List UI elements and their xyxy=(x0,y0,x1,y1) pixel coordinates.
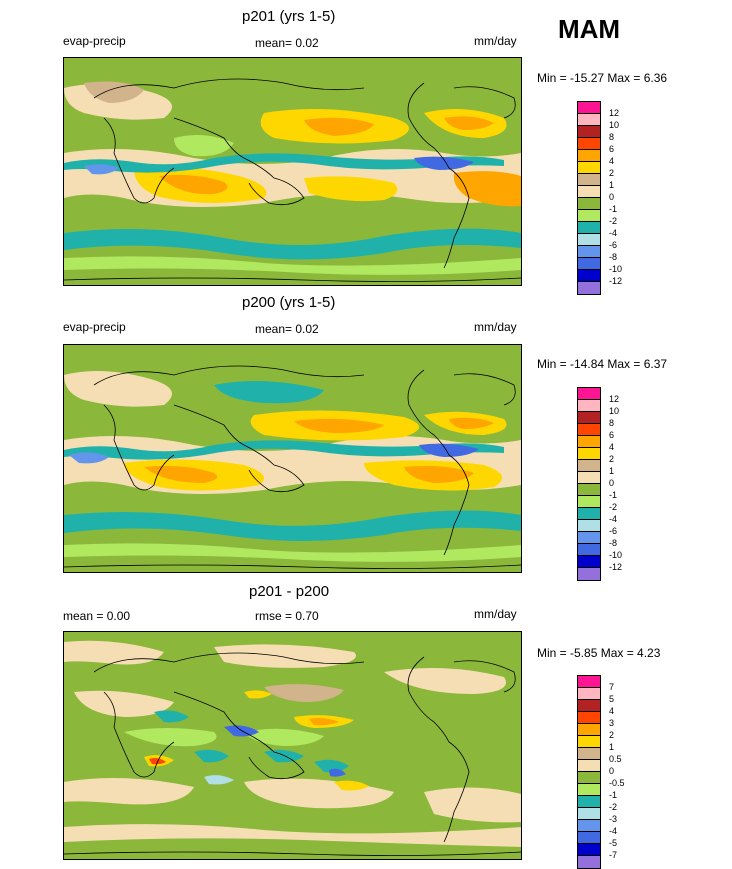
panel2-tick: -10 xyxy=(609,550,623,560)
panel2-tick: 10 xyxy=(609,406,620,416)
panel3-tick: 3 xyxy=(609,718,615,728)
panel1-tick: 1 xyxy=(609,180,615,190)
panel1-map xyxy=(63,57,522,286)
panel1-tick: 12 xyxy=(609,108,620,118)
panel1-tick: 0 xyxy=(609,192,615,202)
panel3-tick: 2 xyxy=(609,730,615,740)
panel3-tick: -5 xyxy=(609,838,618,848)
panel3-tick: 4 xyxy=(609,706,615,716)
panel1-tick: 2 xyxy=(609,168,615,178)
panel2-tick: -1 xyxy=(609,490,618,500)
panel1-tick: -6 xyxy=(609,240,618,250)
panel3-tick: -4 xyxy=(609,826,618,836)
panel3-tick: -3 xyxy=(609,814,618,824)
panel3-tick: 0 xyxy=(609,766,615,776)
panel3-tick: -0.5 xyxy=(609,778,625,788)
panel2-tick: 12 xyxy=(609,394,620,404)
panel2-variable-label: evap-precip xyxy=(63,320,126,334)
panel2-tick: 2 xyxy=(609,454,615,464)
panel1-tick: 10 xyxy=(609,120,620,130)
panel1-tick: -1 xyxy=(609,204,618,214)
panel1-tick: 4 xyxy=(609,156,615,166)
panel1-tick: 6 xyxy=(609,144,615,154)
panel3-tick: -7 xyxy=(609,850,618,860)
panel2-minmax: Min = -14.84 Max = 6.37 xyxy=(537,357,668,371)
panel2-tick: -12 xyxy=(609,562,623,572)
panel1-variable-label: evap-precip xyxy=(63,34,126,48)
panel3-map xyxy=(63,631,522,860)
panel3-tick: 7 xyxy=(609,682,615,692)
panel3-tick: 1 xyxy=(609,742,615,752)
panel1-title: p201 (yrs 1-5) xyxy=(242,8,336,25)
panel2-title: p200 (yrs 1-5) xyxy=(242,294,336,311)
panel2-tick: -6 xyxy=(609,526,618,536)
panel2-tick: 6 xyxy=(609,430,615,440)
panel2-tick: 8 xyxy=(609,418,615,428)
panel2-tick: 0 xyxy=(609,478,615,488)
panel2-tick: 4 xyxy=(609,442,615,452)
panel3-tick: 5 xyxy=(609,694,615,704)
panel1-minmax: Min = -15.27 Max = 6.36 xyxy=(537,71,668,85)
panel1-units-label: mm/day xyxy=(474,34,517,48)
panel2-units-label: mm/day xyxy=(474,320,517,334)
panel2-mean-label: mean= 0.02 xyxy=(255,322,319,336)
panel2-tick: -4 xyxy=(609,514,618,524)
season-label: MAM xyxy=(558,14,621,44)
panel3-mean-label: mean = 0.00 xyxy=(63,609,131,623)
panel2-tick: -2 xyxy=(609,502,618,512)
panel3-colorbar xyxy=(577,675,601,869)
panel3-rmse-label: rmse = 0.70 xyxy=(255,609,319,623)
panel3-title: p201 - p200 xyxy=(249,583,330,600)
panel2-map xyxy=(63,344,522,573)
panel1-colorbar xyxy=(577,101,601,295)
panel1-tick: 8 xyxy=(609,132,615,142)
panel3-tick: -1 xyxy=(609,790,618,800)
panel3-minmax: Min = -5.85 Max = 4.23 xyxy=(537,646,661,660)
panel3-units-label: mm/day xyxy=(474,607,517,621)
panel2-colorbar xyxy=(577,387,601,581)
panel1-tick: -10 xyxy=(609,264,623,274)
panel1-tick: -4 xyxy=(609,228,618,238)
panel1-mean-label: mean= 0.02 xyxy=(255,36,319,50)
panel1-tick: -8 xyxy=(609,252,618,262)
panel3-tick: -2 xyxy=(609,802,618,812)
panel3-tick: 0.5 xyxy=(609,754,622,764)
panel1-tick: -2 xyxy=(609,216,618,226)
panel2-tick: -8 xyxy=(609,538,618,548)
panel1-tick: -12 xyxy=(609,276,623,286)
panel2-tick: 1 xyxy=(609,466,615,476)
